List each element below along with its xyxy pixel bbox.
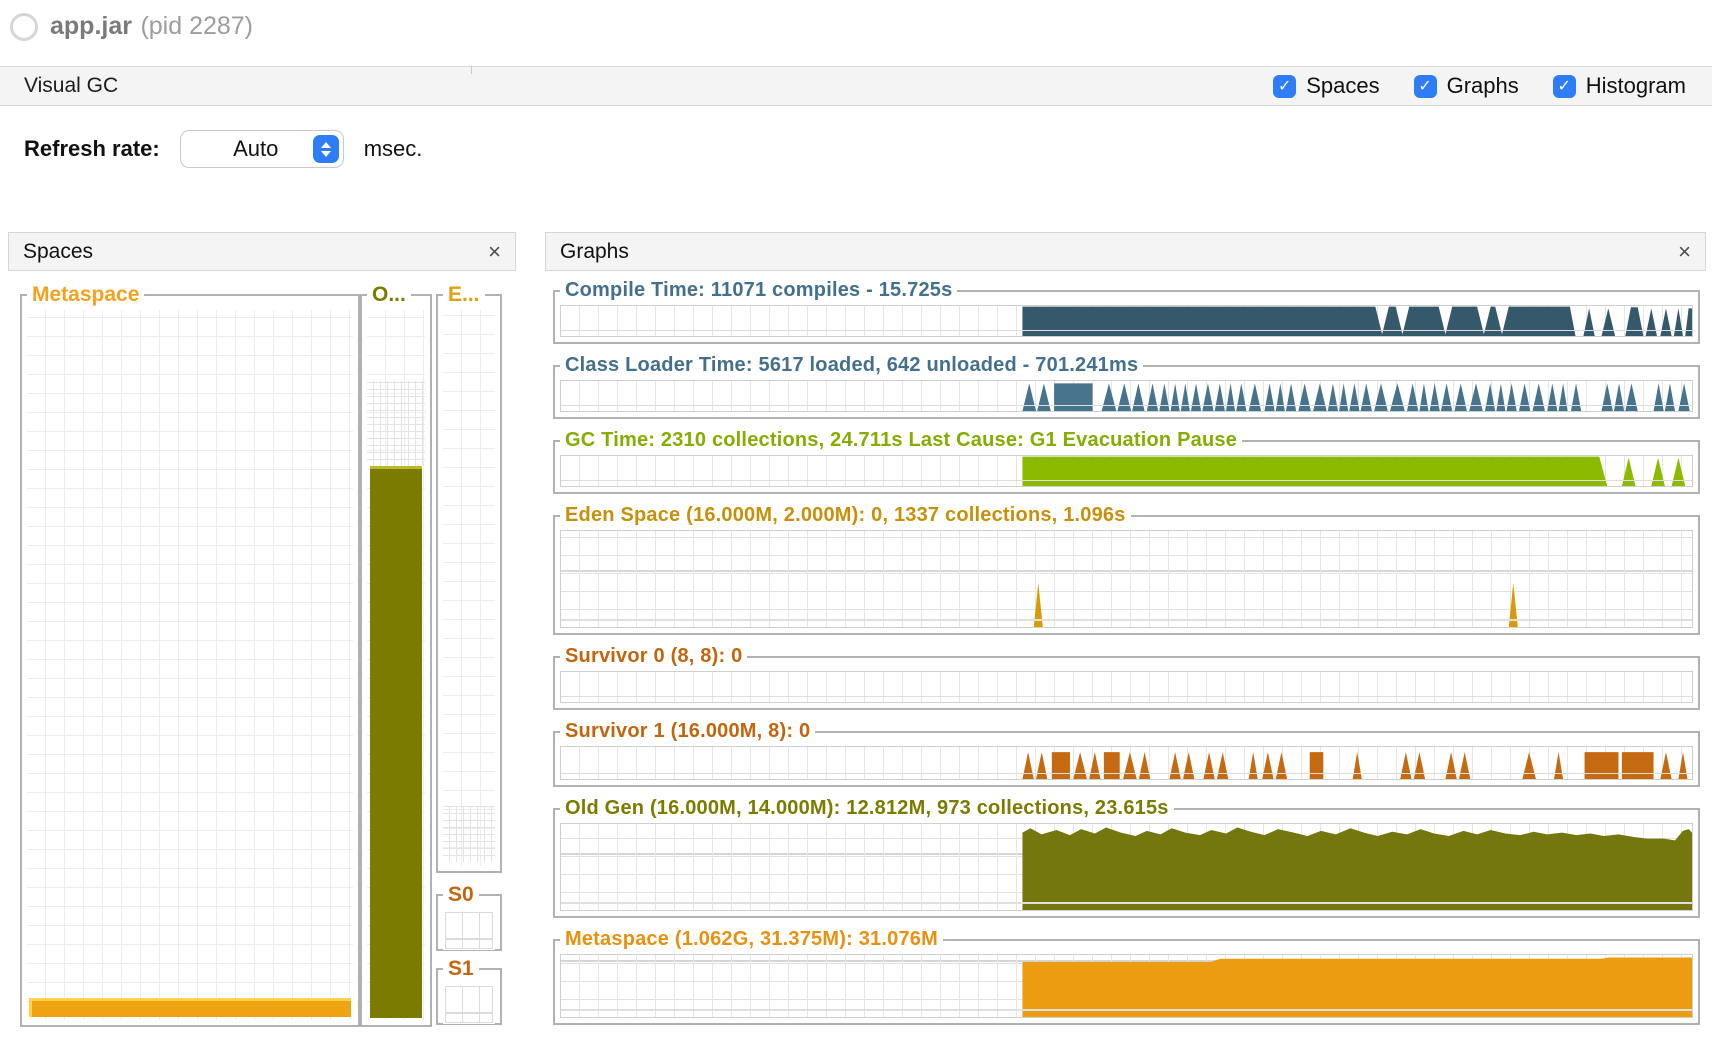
graph-chart-class-loader-time: [560, 380, 1693, 412]
checkbox-checked-icon: ✓: [1552, 74, 1576, 98]
chevron-down-icon: [320, 150, 331, 157]
old-usage-bar: [370, 466, 422, 1018]
graph-row-metaspace-graph: Metaspace (1.062G, 31.375M): 31.076M: [553, 928, 1700, 1025]
app-title: app.jar: [50, 12, 132, 40]
spaces-panel-title: Spaces: [23, 239, 94, 263]
visual-gc-tabbar: Visual GC ✓ Spaces ✓ Graphs ✓ Histogram: [0, 66, 1712, 106]
graph-chart-compile-time: [560, 305, 1693, 337]
old-space-grid: [367, 310, 425, 1020]
graph-title-old-gen: Old Gen (16.000M, 14.000M): 12.812M, 973…: [565, 797, 1169, 819]
chevron-up-icon: [320, 141, 331, 148]
metaspace-space-box: Metaspace: [20, 283, 360, 1027]
survivor0-space-label: S0: [448, 883, 474, 906]
survivor0-grid-row: [445, 912, 493, 939]
metaspace-space-label: Metaspace: [32, 283, 140, 306]
graph-row-survivor-1: Survivor 1 (16.000M, 8): 0: [553, 720, 1700, 787]
graph-row-eden-space: Eden Space (16.000M, 2.000M): 0, 1337 co…: [553, 504, 1700, 635]
old-space-label: O...: [372, 283, 406, 306]
tab-separator: [471, 66, 472, 74]
checkbox-spaces[interactable]: ✓ Spaces: [1273, 73, 1380, 99]
checkbox-histogram[interactable]: ✓ Histogram: [1552, 73, 1686, 99]
graph-chart-survivor-1: [560, 746, 1693, 780]
spaces-panel-header: Spaces ×: [8, 232, 516, 271]
graph-chart-metaspace-graph: [560, 954, 1693, 1018]
survivor0-grid-row2: [445, 939, 493, 949]
spaces-panel-body: Metaspace O... E... S0: [8, 271, 516, 1041]
survivor1-space-grid: [443, 984, 495, 1024]
survivor1-grid-row2: [445, 1013, 493, 1023]
graph-row-class-loader-time: Class Loader Time: 5617 loaded, 642 unlo…: [553, 354, 1700, 419]
graph-chart-gc-time: [560, 455, 1693, 487]
survivor1-space-box: S1: [436, 957, 502, 1025]
graph-title-survivor-1: Survivor 1 (16.000M, 8): 0: [565, 720, 811, 742]
spaces-close-icon[interactable]: ×: [488, 238, 501, 264]
refresh-rate-value: Auto: [233, 136, 279, 161]
tab-visual-gc[interactable]: Visual GC: [24, 74, 119, 97]
refresh-rate-select[interactable]: Auto: [179, 130, 344, 168]
graph-chart-old-gen: [560, 823, 1693, 911]
eden-space-box: E...: [436, 283, 502, 873]
metaspace-usage-bar: [29, 998, 351, 1017]
graph-row-gc-time: GC Time: 2310 collections, 24.711s Last …: [553, 429, 1700, 494]
graph-title-survivor-0: Survivor 0 (8, 8): 0: [565, 645, 743, 667]
graphs-panel: Graphs × Compile Time: 11071 compiles - …: [545, 232, 1706, 1035]
survivor0-space-grid: [443, 910, 495, 950]
graph-row-survivor-0: Survivor 0 (8, 8): 0: [553, 645, 1700, 710]
graphs-close-icon[interactable]: ×: [1678, 238, 1691, 264]
graphs-rows: Compile Time: 11071 compiles - 15.725s Cl…: [545, 271, 1706, 1025]
old-space-committed-band: [367, 381, 425, 467]
graph-title-eden-space: Eden Space (16.000M, 2.000M): 0, 1337 co…: [565, 504, 1126, 526]
checkbox-label: Histogram: [1585, 73, 1686, 98]
graphs-panel-title: Graphs: [560, 239, 629, 263]
app-pid: (pid 2287): [140, 12, 254, 40]
checkbox-label: Graphs: [1446, 73, 1519, 98]
graphs-panel-header: Graphs ×: [545, 232, 1706, 271]
graph-title-compile-time: Compile Time: 11071 compiles - 15.725s: [565, 279, 953, 301]
survivor0-space-box: S0: [436, 883, 502, 951]
graph-row-compile-time: Compile Time: 11071 compiles - 15.725s: [553, 279, 1700, 344]
graph-title-class-loader-time: Class Loader Time: 5617 loaded, 642 unlo…: [565, 354, 1139, 376]
stepper-icon[interactable]: [312, 135, 339, 163]
window-header: app.jar (pid 2287): [10, 12, 253, 41]
refresh-rate-unit: msec.: [363, 136, 423, 161]
graph-chart-survivor-0: [560, 671, 1693, 703]
refresh-rate-row: Refresh rate: Auto msec.: [24, 130, 422, 168]
graph-chart-eden-space: [560, 530, 1693, 628]
checkbox-graphs[interactable]: ✓ Graphs: [1413, 73, 1519, 99]
survivor1-grid-row: [445, 986, 493, 1013]
old-space-box: O...: [360, 283, 432, 1027]
view-checkboxes: ✓ Spaces ✓ Graphs ✓ Histogram: [1273, 73, 1686, 99]
refresh-rate-label: Refresh rate:: [24, 136, 160, 161]
eden-space-grid: [443, 310, 495, 866]
eden-committed-band: [443, 806, 495, 862]
graph-title-gc-time: GC Time: 2310 collections, 24.711s Last …: [565, 429, 1238, 451]
survivor1-space-label: S1: [448, 957, 474, 980]
spaces-panel: Spaces × Metaspace O... E... S0: [8, 232, 516, 1041]
eden-space-label: E...: [448, 283, 480, 306]
metaspace-space-grid: [27, 310, 353, 1020]
graph-row-old-gen: Old Gen (16.000M, 14.000M): 12.812M, 973…: [553, 797, 1700, 918]
graph-title-metaspace-graph: Metaspace (1.062G, 31.375M): 31.076M: [565, 928, 938, 950]
checkbox-checked-icon: ✓: [1413, 74, 1437, 98]
app-status-icon: [10, 12, 38, 41]
checkbox-checked-icon: ✓: [1273, 74, 1297, 98]
checkbox-label: Spaces: [1306, 73, 1380, 98]
